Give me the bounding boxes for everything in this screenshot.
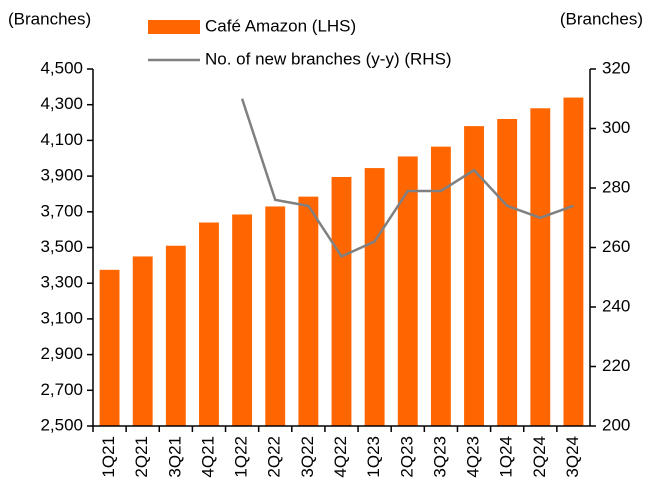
bar: [464, 126, 484, 427]
x-tick-label: 2Q23: [397, 436, 416, 478]
y-tick-label: 4,300: [40, 94, 83, 113]
y2-tick-label: 240: [602, 296, 630, 315]
y2-tick-label: 280: [602, 177, 630, 196]
y-tick-label: 4,500: [40, 58, 83, 77]
y-axis-title: (Branches): [8, 9, 91, 28]
y2-tick-label: 320: [602, 58, 630, 77]
bar: [232, 214, 253, 426]
bar: [563, 97, 584, 426]
x-tick-label: 1Q24: [497, 436, 516, 478]
x-tick-label: 1Q23: [364, 436, 383, 478]
y-tick-label: 3,100: [40, 308, 83, 327]
bar: [497, 118, 518, 426]
bar: [530, 108, 551, 427]
y-tick-label: 3,700: [40, 201, 83, 220]
y-tick-label: 2,700: [40, 380, 83, 399]
x-tick-label: 4Q22: [331, 436, 350, 478]
y-tick-label: 2,900: [40, 344, 83, 363]
y-tick-label: 3,300: [40, 273, 83, 292]
x-tick-label: 3Q23: [430, 436, 449, 478]
x-tick-label: 4Q23: [464, 436, 483, 478]
y2-tick-label: 200: [602, 415, 630, 434]
bar: [430, 146, 451, 426]
x-tick-label: 3Q22: [298, 436, 317, 478]
y2-tick-label: 220: [602, 356, 630, 375]
y-tick-label: 3,500: [40, 237, 83, 256]
x-tick-label: 3Q24: [563, 436, 582, 478]
x-tick-label: 1Q21: [99, 436, 118, 478]
y-tick-label: 2,500: [40, 415, 83, 434]
x-tick-label: 2Q21: [132, 436, 151, 478]
legend-label: No. of new branches (y-y) (RHS): [205, 49, 452, 68]
y-tick-label: 3,900: [40, 166, 83, 185]
x-tick-label: 3Q21: [165, 436, 184, 478]
bar: [364, 168, 385, 426]
bar: [298, 196, 319, 426]
legend-label: Café Amazon (LHS): [205, 16, 356, 35]
legend-swatch: [148, 20, 200, 34]
bar: [165, 245, 186, 426]
x-tick-label: 2Q24: [530, 436, 549, 478]
x-tick-label: 1Q22: [232, 436, 251, 478]
bar: [397, 156, 418, 426]
x-tick-label: 4Q21: [198, 436, 217, 478]
x-tick-label: 2Q22: [265, 436, 284, 478]
line: [240, 98, 574, 259]
bar: [199, 222, 219, 426]
y-tick-label: 4,100: [40, 130, 83, 149]
y2-axis-title: (Branches): [560, 9, 643, 28]
y2-tick-label: 260: [602, 237, 630, 256]
bar: [265, 206, 286, 426]
bar: [331, 176, 352, 426]
bar: [132, 256, 153, 426]
y2-tick-label: 300: [602, 118, 630, 137]
bar: [99, 269, 120, 426]
